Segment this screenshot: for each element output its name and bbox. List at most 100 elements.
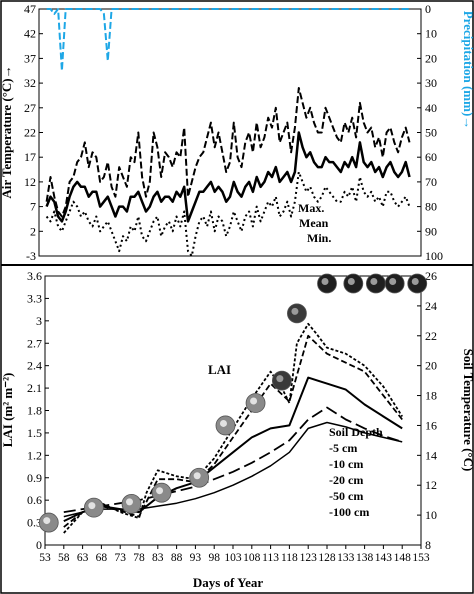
bottom-x-axis: 53 58 63 68 73 78 83 88 93 98 103 108 113 118 123 128 13… — [39, 545, 430, 564]
y-tick-label: 32 — [24, 76, 36, 90]
y-tick-label: 3 — [36, 314, 42, 328]
y2-tick-label: 16 — [425, 418, 437, 432]
lai-annotation: LAI — [208, 362, 231, 377]
y2-tick-label: 8 — [425, 538, 431, 552]
bottom-lai-axis: 0 0.3 0.6 0.9 1.2 1.5 1.8 2.1 2.4 2.7 3 3.3 3.6 — [27, 269, 49, 552]
legend-mean-label: Mean — [299, 216, 329, 230]
y-tick-label: 0.3 — [27, 516, 42, 530]
y-tick-label: 2.4 — [27, 359, 42, 373]
y2-tick-label: 24 — [425, 299, 437, 313]
legend-entry-10cm: -10 cm — [329, 457, 363, 471]
y-tick-label: 1.5 — [27, 426, 42, 440]
x-tick-label: 133 — [337, 552, 355, 564]
x-tick-label: 78 — [133, 552, 145, 564]
soil-series-10-cm — [63, 334, 403, 528]
x-tick-label: 58 — [58, 552, 70, 564]
legend-entry-50cm: -50 cm — [329, 489, 363, 503]
y2-tick-label: 30 — [425, 76, 437, 90]
y-tick-label: 27 — [24, 101, 36, 115]
lai-photo-gap — [88, 502, 96, 510]
top-series-group — [45, 8, 411, 257]
y-tick-label: 12 — [24, 175, 36, 189]
y-tick-label: 3.6 — [27, 269, 42, 283]
y2-tick-label: 90 — [425, 224, 437, 238]
lai-photo-gap — [219, 419, 227, 427]
bottom-left-axis-label: LAI (m² m⁻²) — [0, 373, 15, 448]
y2-tick-label: 10 — [425, 508, 437, 522]
y2-tick-label: 20 — [425, 359, 437, 373]
x-tick-label: 53 — [39, 552, 51, 564]
y-tick-label: 37 — [24, 51, 36, 65]
y2-tick-label: 26 — [425, 269, 437, 283]
x-tick-label: 113 — [262, 552, 279, 564]
x-tick-label: 103 — [224, 552, 242, 564]
y-tick-label: 0.6 — [27, 493, 42, 507]
x-tick-label: 63 — [77, 552, 89, 564]
y2-tick-label: 20 — [425, 51, 437, 65]
lai-photo-gap — [291, 307, 299, 315]
series-precipitation — [46, 8, 410, 72]
y2-tick-label: 60 — [425, 150, 437, 164]
lai-photo-gap — [370, 277, 378, 285]
series-max- — [45, 87, 411, 218]
y-tick-label: 1.8 — [27, 404, 42, 418]
x-tick-label: 118 — [281, 552, 298, 564]
legend-entry-5cm: -5 cm — [329, 441, 357, 455]
x-tick-label: 93 — [190, 552, 202, 564]
legend-entry-100cm: -100 cm — [329, 505, 369, 519]
lai-photo-markers — [38, 273, 428, 533]
lai-photo-gap — [43, 517, 51, 525]
top-left-axis-label: Air Temperature (°C)→ — [0, 65, 14, 198]
x-tick-label: 138 — [356, 552, 374, 564]
y2-tick-label: 22 — [425, 329, 437, 343]
lai-photo-gap — [156, 487, 164, 495]
lai-photo-gap — [347, 277, 355, 285]
x-tick-label: 148 — [394, 552, 412, 564]
x-tick-label: 123 — [300, 552, 318, 564]
x-tick-label: 88 — [171, 552, 183, 564]
legend-max-label: Max. — [298, 201, 324, 215]
y-tick-label: 2.1 — [27, 381, 42, 395]
lai-photo-gap — [250, 397, 258, 405]
series-mean — [45, 131, 411, 223]
y-tick-label: 2 — [30, 224, 36, 238]
y-tick-label: 22 — [24, 126, 36, 140]
y-tick-label: 1.2 — [27, 448, 42, 462]
x-tick-label: 143 — [375, 552, 393, 564]
y-tick-label: -3 — [26, 249, 36, 263]
y2-tick-label: 50 — [425, 126, 437, 140]
lai-photo-gap — [389, 277, 397, 285]
y2-tick-label: 12 — [425, 478, 437, 492]
x-tick-label: 68 — [96, 552, 108, 564]
y-tick-label: 7 — [30, 200, 36, 214]
y-tick-label: 0 — [36, 538, 42, 552]
y2-tick-label: 70 — [425, 175, 437, 189]
y-tick-label: 0.9 — [27, 471, 42, 485]
x-tick-label: 73 — [114, 552, 126, 564]
y2-tick-label: 18 — [425, 389, 437, 403]
soil-series-100-cm — [63, 421, 403, 518]
legend-min-label: Min. — [307, 231, 331, 245]
y2-tick-label: 40 — [425, 101, 437, 115]
top-right-axis-label: Precipitation (mm)→ — [461, 11, 474, 130]
y2-tick-label: 80 — [425, 200, 437, 214]
y-tick-label: 17 — [24, 150, 36, 164]
y-tick-label: 2.7 — [27, 336, 42, 350]
y2-tick-label: 0 — [425, 2, 431, 16]
y-tick-label: 42 — [24, 27, 36, 41]
y2-tick-label: 100 — [425, 249, 443, 263]
soil-series-5-cm — [63, 322, 403, 534]
top-precip-axis: 0 10 20 30 40 50 60 70 80 90 100 — [417, 2, 443, 263]
lai-photo-gap — [125, 498, 133, 506]
bottom-series-group — [63, 322, 403, 534]
y2-tick-label: 10 — [425, 27, 437, 41]
soil-series-50-cm — [63, 406, 403, 513]
bottom-panel: 0 0.3 0.6 0.9 1.2 1.5 1.8 2.1 2.4 2.7 3 3.3 3.6 8 10 1… — [0, 269, 474, 590]
lai-photo-gap — [193, 472, 201, 480]
legend-entry-20cm: -20 cm — [329, 473, 363, 487]
x-tick-label: 153 — [412, 552, 430, 564]
